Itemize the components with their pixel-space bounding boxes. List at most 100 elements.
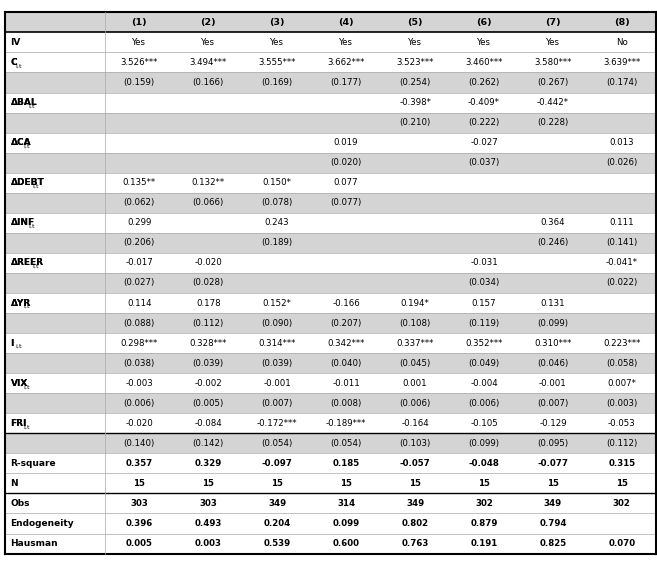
Text: i,t: i,t xyxy=(33,264,39,269)
Text: ΔREERi,t: ΔREERi,t xyxy=(11,260,39,266)
Text: 0.223***: 0.223*** xyxy=(603,338,641,348)
Text: (0.189): (0.189) xyxy=(261,238,293,247)
Text: (0.045): (0.045) xyxy=(399,359,430,368)
Bar xyxy=(5,253,656,273)
Bar xyxy=(5,313,656,333)
Text: ΔCA: ΔCA xyxy=(11,138,31,147)
Text: 0.825: 0.825 xyxy=(539,539,566,548)
Text: (0.007): (0.007) xyxy=(261,398,293,408)
Text: 0.003: 0.003 xyxy=(194,539,221,548)
Text: VIX: VIX xyxy=(11,379,28,388)
Text: 0.243: 0.243 xyxy=(265,218,290,228)
Text: 0.131: 0.131 xyxy=(541,298,565,307)
Bar xyxy=(5,393,656,413)
Text: (2): (2) xyxy=(200,18,216,27)
Text: ΔINF: ΔINF xyxy=(11,218,35,228)
Text: (0.262): (0.262) xyxy=(468,78,499,87)
Text: 349: 349 xyxy=(268,499,286,508)
Text: Yes: Yes xyxy=(339,38,353,47)
Text: ΔBAL: ΔBAL xyxy=(11,98,37,107)
Text: No: No xyxy=(616,38,627,47)
Text: 0.191: 0.191 xyxy=(470,539,497,548)
Text: 0.328***: 0.328*** xyxy=(189,338,227,348)
Text: (5): (5) xyxy=(407,18,422,27)
Text: (0.090): (0.090) xyxy=(261,319,293,328)
Text: Hausman: Hausman xyxy=(11,539,58,548)
Text: 0.001: 0.001 xyxy=(403,379,427,388)
Text: (0.119): (0.119) xyxy=(468,319,499,328)
Text: -0.001: -0.001 xyxy=(263,379,291,388)
Text: 0.337***: 0.337*** xyxy=(396,338,434,348)
Text: (4): (4) xyxy=(338,18,354,27)
Bar xyxy=(5,433,656,454)
Text: i,t: i,t xyxy=(15,64,22,69)
Bar xyxy=(5,373,656,393)
Text: (0.142): (0.142) xyxy=(193,439,224,448)
Bar xyxy=(5,233,656,253)
Text: (0.020): (0.020) xyxy=(330,158,362,167)
Text: (0.222): (0.222) xyxy=(468,118,499,127)
Text: FRI: FRI xyxy=(11,419,27,428)
Bar xyxy=(5,333,656,353)
Text: (0.027): (0.027) xyxy=(124,278,155,288)
Text: (0.099): (0.099) xyxy=(468,439,499,448)
Text: -0.409*: -0.409* xyxy=(468,98,500,107)
Text: 303: 303 xyxy=(199,499,217,508)
Bar xyxy=(5,293,656,313)
Text: -0.011: -0.011 xyxy=(332,379,360,388)
Text: -0.398*: -0.398* xyxy=(399,98,431,107)
Text: Endogeneity: Endogeneity xyxy=(11,519,74,528)
Text: ΔINF: ΔINF xyxy=(11,218,35,228)
Text: 0.342***: 0.342*** xyxy=(327,338,365,348)
Text: -0.031: -0.031 xyxy=(470,259,498,268)
Text: 0.493: 0.493 xyxy=(194,519,222,528)
Text: 349: 349 xyxy=(406,499,424,508)
Bar xyxy=(5,33,656,52)
Text: 0.352***: 0.352*** xyxy=(465,338,503,348)
Text: (0.207): (0.207) xyxy=(330,319,362,328)
Text: (0.103): (0.103) xyxy=(399,439,430,448)
Text: ΔYRi,t: ΔYRi,t xyxy=(11,300,30,306)
Text: (0.141): (0.141) xyxy=(606,238,637,247)
Text: 0.152*: 0.152* xyxy=(263,298,292,307)
Text: (0.028): (0.028) xyxy=(193,278,224,288)
Text: 0.013: 0.013 xyxy=(610,138,634,147)
Text: (0.174): (0.174) xyxy=(606,78,637,87)
Text: Yes: Yes xyxy=(408,38,422,47)
Text: 15: 15 xyxy=(409,479,421,488)
Text: 0.077: 0.077 xyxy=(334,178,359,187)
Text: 15: 15 xyxy=(271,479,283,488)
Text: (0.140): (0.140) xyxy=(124,439,155,448)
Text: 0.135**: 0.135** xyxy=(123,178,156,187)
Text: (6): (6) xyxy=(476,18,492,27)
Text: R-square: R-square xyxy=(11,459,56,468)
Text: (0.228): (0.228) xyxy=(537,118,568,127)
Text: ΔDEBTi,t: ΔDEBTi,t xyxy=(11,180,39,186)
Text: i,t: i,t xyxy=(24,384,30,389)
Text: 3.494***: 3.494*** xyxy=(190,58,227,67)
Text: Yes: Yes xyxy=(546,38,560,47)
Text: 3.526***: 3.526*** xyxy=(120,58,158,67)
Text: 3.639***: 3.639*** xyxy=(603,58,641,67)
Text: (0.006): (0.006) xyxy=(124,398,155,408)
Text: 0.299: 0.299 xyxy=(127,218,151,228)
Text: Obs: Obs xyxy=(11,499,30,508)
Text: 0.763: 0.763 xyxy=(401,539,429,548)
Bar xyxy=(5,273,656,293)
Text: -0.189***: -0.189*** xyxy=(326,419,366,428)
Text: Ii,t: Ii,t xyxy=(11,340,19,346)
Text: -0.001: -0.001 xyxy=(539,379,567,388)
Text: -0.097: -0.097 xyxy=(261,459,292,468)
Text: 0.310***: 0.310*** xyxy=(534,338,572,348)
Bar xyxy=(5,353,656,373)
Text: -0.172***: -0.172*** xyxy=(257,419,298,428)
Text: C: C xyxy=(11,58,17,67)
Text: 3.580***: 3.580*** xyxy=(534,58,572,67)
Text: -0.027: -0.027 xyxy=(470,138,498,147)
Bar xyxy=(5,193,656,213)
Bar xyxy=(5,454,656,473)
Bar xyxy=(5,413,656,433)
Text: -0.077: -0.077 xyxy=(537,459,568,468)
Text: 0.802: 0.802 xyxy=(401,519,428,528)
Text: (0.038): (0.038) xyxy=(124,359,155,368)
